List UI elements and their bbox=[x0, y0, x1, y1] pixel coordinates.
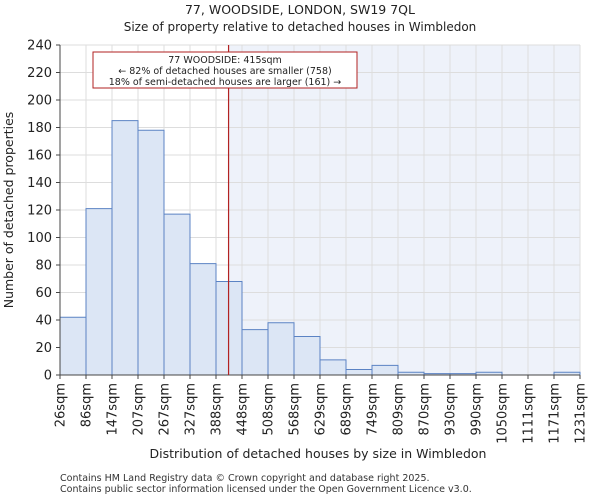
x-axis-label: Distribution of detached houses by size … bbox=[150, 446, 487, 461]
histogram-bar bbox=[59, 316, 87, 376]
x-tick-label: 508sqm bbox=[262, 383, 277, 436]
histogram-bar bbox=[267, 322, 295, 376]
x-tick-label: 1111sqm bbox=[522, 383, 537, 444]
x-tick-label: 1171sqm bbox=[548, 383, 563, 444]
x-tick-label: 930sqm bbox=[444, 383, 459, 436]
y-tick-label: 120 bbox=[27, 204, 52, 219]
x-tick-label: 749sqm bbox=[366, 383, 381, 436]
histogram-bar bbox=[189, 263, 217, 376]
y-tick-label: 200 bbox=[27, 94, 52, 109]
y-tick-label: 60 bbox=[35, 286, 52, 301]
y-tick-label: 80 bbox=[35, 259, 52, 274]
x-tick-label: 1231sqm bbox=[574, 383, 589, 444]
x-tick-label: 388sqm bbox=[210, 383, 225, 436]
histogram-bar bbox=[241, 329, 269, 376]
x-tick-label: 990sqm bbox=[470, 383, 485, 436]
y-axis-label: Number of detached properties bbox=[1, 112, 16, 309]
histogram-bar bbox=[137, 129, 165, 376]
chart-title: 77, WOODSIDE, LONDON, SW19 7QL bbox=[185, 2, 415, 17]
histogram-bar bbox=[345, 369, 373, 376]
annotation-line-2: ← 82% of detached houses are smaller (75… bbox=[118, 66, 331, 77]
chart-subtitle: Size of property relative to detached ho… bbox=[124, 20, 477, 34]
x-tick-label: 809sqm bbox=[392, 383, 407, 436]
footer-credit-line-1: Contains HM Land Registry data © Crown c… bbox=[60, 473, 430, 484]
y-tick-label: 160 bbox=[27, 149, 52, 164]
x-tick-label: 870sqm bbox=[418, 383, 433, 436]
y-tick-label: 40 bbox=[35, 314, 52, 329]
footer-credit-line-2: Contains public sector information licen… bbox=[60, 484, 472, 495]
x-tick-label: 86sqm bbox=[80, 383, 95, 427]
histogram-bar bbox=[111, 120, 139, 376]
x-tick-label: 629sqm bbox=[314, 383, 329, 436]
annotation-line-3: 18% of semi-detached houses are larger (… bbox=[109, 77, 342, 88]
histogram-bar bbox=[85, 208, 113, 376]
annotation-box bbox=[92, 51, 358, 89]
x-tick-label: 327sqm bbox=[184, 383, 199, 436]
histogram-bar bbox=[163, 213, 191, 376]
x-tick-label: 1050sqm bbox=[496, 383, 511, 444]
y-tick-label: 240 bbox=[27, 39, 52, 54]
y-tick-label: 180 bbox=[27, 121, 52, 136]
histogram-bar bbox=[319, 359, 347, 376]
y-tick-label: 0 bbox=[44, 369, 52, 384]
x-tick-label: 207sqm bbox=[132, 383, 147, 436]
y-tick-label: 220 bbox=[27, 66, 52, 81]
x-tick-label: 689sqm bbox=[340, 383, 355, 436]
x-tick-label: 26sqm bbox=[54, 383, 69, 427]
histogram-bar bbox=[371, 364, 399, 376]
annotation-line-1: 77 WOODSIDE: 415sqm bbox=[168, 55, 282, 66]
x-tick-label: 267sqm bbox=[158, 383, 173, 436]
y-tick-label: 100 bbox=[27, 231, 52, 246]
x-tick-label: 448sqm bbox=[236, 383, 251, 436]
y-tick-label: 20 bbox=[35, 341, 52, 356]
histogram-bar bbox=[293, 336, 321, 376]
y-tick-label: 140 bbox=[27, 176, 52, 191]
x-tick-label: 568sqm bbox=[288, 383, 303, 436]
x-tick-label: 147sqm bbox=[106, 383, 121, 436]
